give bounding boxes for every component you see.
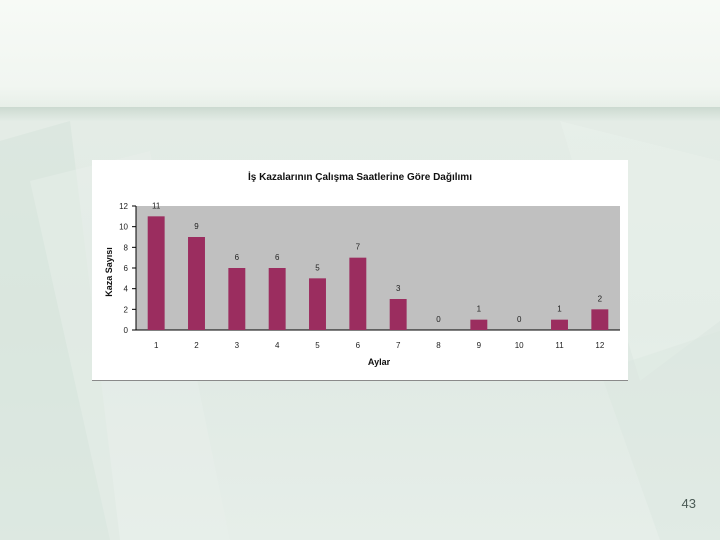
background-decoration xyxy=(0,121,720,540)
y-tick-label: 2 xyxy=(124,305,129,314)
bar xyxy=(389,299,407,330)
chart-title: İş Kazalarının Çalışma Saatlerine Göre D… xyxy=(248,170,472,183)
data-label: 1 xyxy=(557,305,562,314)
y-tick-label: 6 xyxy=(124,264,129,273)
x-tick-label: 8 xyxy=(436,341,441,350)
chart-container: İş Kazalarının Çalışma Saatlerine Göre D… xyxy=(92,160,628,381)
data-label: 0 xyxy=(517,315,522,324)
bar xyxy=(147,216,165,330)
data-label: 5 xyxy=(315,263,320,272)
y-tick-label: 0 xyxy=(124,326,129,335)
bar-chart: İş Kazalarının Çalışma Saatlerine Göre D… xyxy=(104,170,620,367)
x-tick-label: 1 xyxy=(154,341,159,350)
bar xyxy=(349,257,367,330)
data-label: 6 xyxy=(275,253,280,262)
bar xyxy=(591,309,609,330)
x-tick-label: 11 xyxy=(555,341,564,350)
x-tick-label: 4 xyxy=(275,341,280,350)
data-label: 3 xyxy=(396,284,401,293)
header-divider xyxy=(0,107,720,121)
data-label: 7 xyxy=(356,243,361,252)
x-tick-label: 7 xyxy=(396,341,401,350)
data-label: 6 xyxy=(235,253,240,262)
y-tick-label: 12 xyxy=(119,202,128,211)
data-label: 1 xyxy=(477,305,482,314)
bar xyxy=(551,319,568,330)
bar xyxy=(188,237,205,330)
plot-area xyxy=(136,206,620,330)
data-label: 11 xyxy=(152,201,161,210)
y-tick-label: 10 xyxy=(119,223,128,232)
x-tick-label: 3 xyxy=(235,341,240,350)
data-label: 9 xyxy=(194,222,199,231)
bar xyxy=(309,278,326,330)
x-tick-label: 2 xyxy=(194,341,199,350)
x-tick-label: 9 xyxy=(477,341,482,350)
x-tick-label: 6 xyxy=(356,341,361,350)
data-label: 2 xyxy=(598,294,603,303)
y-axis-label: Kaza Sayısı xyxy=(104,247,114,297)
data-label: 0 xyxy=(436,315,441,324)
x-axis-label: Aylar xyxy=(368,357,391,367)
y-tick-label: 8 xyxy=(124,243,129,252)
x-tick-label: 10 xyxy=(515,341,524,350)
bar xyxy=(268,268,286,330)
bar xyxy=(228,268,246,330)
x-tick-label: 12 xyxy=(595,341,604,350)
bar xyxy=(470,319,488,330)
x-tick-label: 5 xyxy=(315,341,320,350)
y-tick-label: 4 xyxy=(124,285,129,294)
slide-header-band xyxy=(0,0,720,108)
page-number: 43 xyxy=(681,496,696,511)
